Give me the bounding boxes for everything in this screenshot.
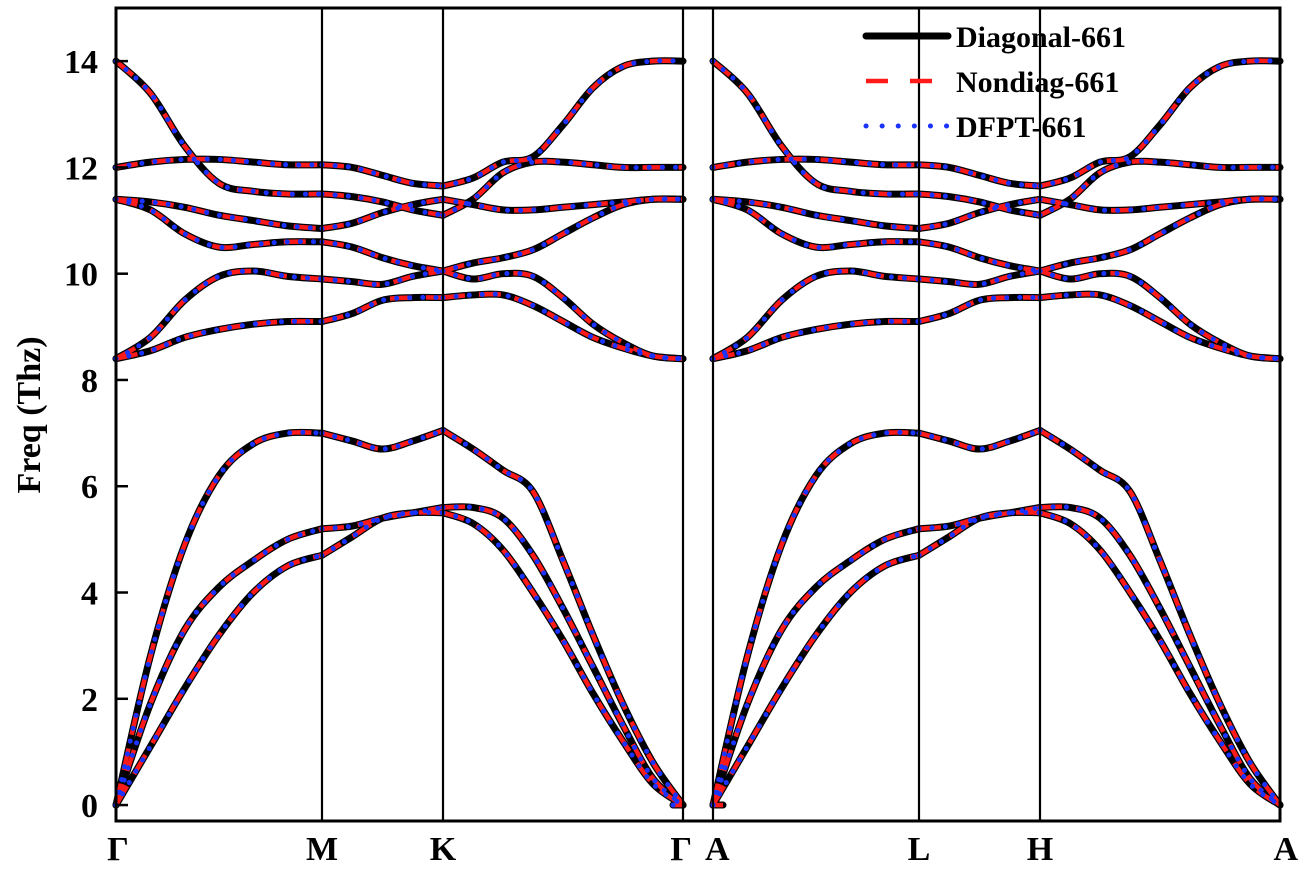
band-line [916, 196, 1043, 232]
band-line [1037, 196, 1283, 274]
band-line [113, 196, 325, 251]
band-line [321, 191, 444, 218]
band-line [319, 509, 446, 558]
band-line [440, 268, 686, 362]
legend: Diagonal-661 Nondiag-661 DFPT-661 [862, 21, 1126, 144]
band-line [710, 318, 922, 362]
band-line [1039, 510, 1282, 807]
band-line [440, 196, 686, 213]
band-line [113, 430, 323, 806]
band-line [321, 295, 444, 324]
x-tick-label: K [430, 831, 457, 868]
band-line [710, 552, 922, 808]
y-tick-label: 2 [81, 682, 98, 719]
band-line [440, 196, 686, 274]
band-line [710, 268, 922, 362]
x-tick-label: Γ [670, 831, 692, 868]
plot-frame [114, 6, 1282, 823]
band-line [710, 430, 920, 806]
band-line [916, 239, 1043, 274]
legend-label: Diagonal-661 [956, 21, 1126, 54]
band-line [440, 427, 686, 808]
band-line [321, 162, 444, 189]
x-tick-label: A [1273, 831, 1298, 868]
x-tick-label: Γ [107, 831, 129, 868]
y-tick-label: 6 [81, 469, 98, 506]
y-tick-label: 8 [81, 363, 98, 400]
band-line [918, 295, 1041, 324]
band-line [113, 268, 325, 362]
band-line [918, 191, 1041, 218]
band-line [321, 239, 444, 274]
band-line [918, 162, 1041, 189]
band-line [918, 268, 1041, 287]
x-tick-label: M [306, 831, 338, 868]
band-line [1037, 291, 1283, 362]
y-tick-label: 4 [81, 576, 98, 613]
band-line [442, 510, 685, 807]
band-line [319, 162, 446, 189]
y-axis-title: Freq (Thz) [11, 336, 48, 493]
band-line [1037, 427, 1283, 808]
x-tick-label: H [1027, 831, 1053, 868]
band-line [440, 58, 686, 189]
x-tick-label: A [705, 831, 730, 868]
band-line [916, 294, 1043, 325]
band-line [114, 59, 323, 197]
band-line [916, 509, 1043, 558]
band-line [440, 504, 686, 808]
band-line [320, 510, 444, 558]
band-line [1037, 58, 1283, 189]
y-tick-label: 14 [64, 44, 98, 81]
band-line [1038, 158, 1280, 218]
band-line [113, 526, 325, 808]
series-dfpt-661 [113, 58, 1283, 808]
band-line [113, 156, 325, 170]
band-line [113, 552, 325, 808]
band-line [710, 526, 922, 808]
band-line [1037, 268, 1283, 362]
band-line [441, 158, 683, 218]
band-line [918, 428, 1041, 452]
band-line [918, 197, 1041, 231]
y-tick-label: 0 [81, 788, 98, 825]
band-line [711, 59, 920, 197]
band-line [319, 239, 446, 274]
high-symmetry-lines [320, 8, 1042, 821]
band-line [319, 427, 446, 452]
legend-label: DFPT-661 [956, 111, 1087, 144]
y-axis-ticks: 0 2 4 6 8 10 12 14 [64, 44, 128, 825]
band-line [1037, 196, 1283, 213]
band-line [1037, 504, 1283, 808]
band-line [916, 427, 1043, 452]
band-line [321, 197, 444, 231]
x-tick-label: L [908, 831, 931, 868]
band-line [321, 268, 444, 287]
band-line [918, 239, 1041, 274]
band-line [918, 505, 1041, 531]
band-line [440, 291, 686, 362]
band-line [319, 294, 446, 325]
band-line [319, 196, 446, 232]
band-line [916, 162, 1043, 189]
band-line [710, 156, 922, 170]
band-line [321, 428, 444, 452]
legend-label: Nondiag-661 [956, 66, 1119, 99]
band-line [917, 510, 1041, 558]
band-line [710, 196, 922, 251]
band-line [113, 196, 325, 232]
y-tick-label: 10 [64, 257, 98, 294]
band-line [321, 505, 444, 531]
bands-layer [112, 57, 1284, 809]
band-line [113, 318, 325, 362]
band-line [710, 196, 922, 232]
y-tick-label: 12 [64, 150, 98, 187]
